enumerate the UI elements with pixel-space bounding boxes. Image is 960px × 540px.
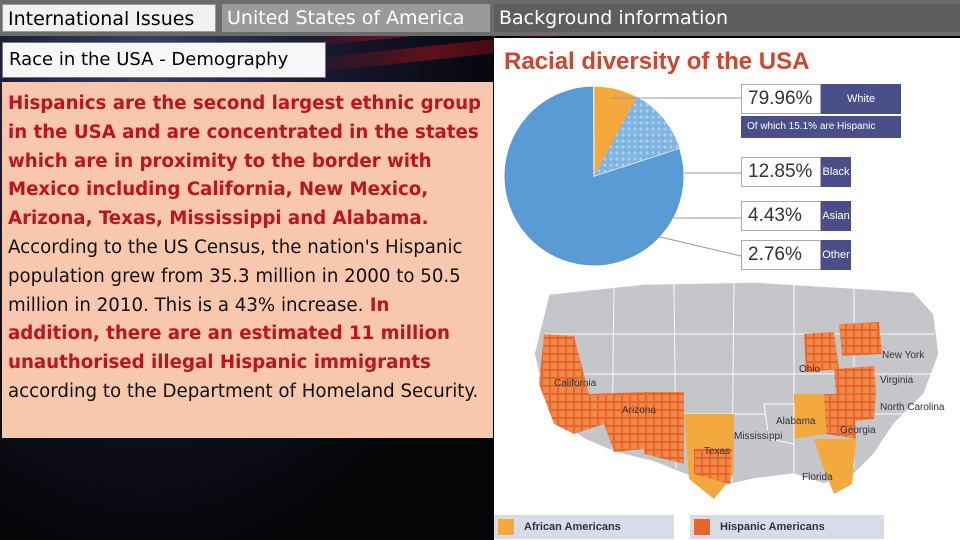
region-texas-south: [694, 449, 732, 484]
region-california: [539, 334, 604, 434]
label-alabama: Alabama: [776, 416, 816, 427]
hispanic-note: Of which 15.1% are Hispanic: [741, 116, 901, 138]
tab-international-issues[interactable]: International Issues: [2, 4, 216, 32]
infographic-title: Racial diversity of the USA: [504, 48, 810, 75]
label-georgia: Georgia: [840, 425, 876, 436]
legend-african-americans: African Americans: [494, 515, 674, 539]
pie-chart: [503, 85, 685, 267]
stat-black-label: Black: [821, 157, 851, 187]
stat-white-label: White: [821, 84, 901, 114]
us-map: [533, 281, 940, 499]
region-alabama: [794, 394, 826, 439]
stat-white-value: 79.96%: [741, 84, 821, 114]
tab-bar: International Issues United States of Am…: [0, 0, 960, 36]
legend-swatch: [498, 519, 514, 535]
tab-background-information[interactable]: Background information: [494, 4, 960, 32]
region-florida: [814, 439, 856, 494]
region-virginia: [834, 366, 876, 394]
region-ohio: [804, 332, 839, 372]
racial-diversity-infographic: Racial diversity of the USA 79.96% White…: [494, 38, 960, 540]
label-arizona: Arizona: [622, 405, 656, 416]
region-new-york: [839, 322, 882, 356]
region-new-mexico: [644, 392, 684, 464]
label-virginia: Virginia: [880, 375, 914, 386]
body-red-2: In addition, there are an estimated 11 m…: [8, 294, 450, 374]
label-mississippi: Mississippi: [734, 431, 783, 442]
label-north-carolina: North Carolina: [880, 402, 945, 413]
stat-black-value: 12.85%: [741, 157, 821, 187]
stat-asian-label: Asian: [821, 201, 851, 231]
label-florida: Florida: [802, 472, 833, 483]
body-text-box: Hispanics are the second largest ethnic …: [2, 82, 493, 438]
stat-asian-value: 4.43%: [741, 201, 821, 231]
leader-line: [655, 235, 742, 257]
legend-hispanic-americans: Hispanic Americans: [690, 515, 884, 539]
body-red-intro: Hispanics are the second largest ethnic …: [8, 93, 482, 230]
map-legend: African Americans Hispanic Americans: [494, 514, 960, 540]
label-new-york: New York: [882, 350, 925, 361]
legend-label: Hispanic Americans: [720, 521, 825, 533]
body-plain-1: According to the US Census, the nation's…: [8, 236, 463, 316]
label-texas: Texas: [704, 446, 731, 457]
stat-other-label: Other: [821, 240, 851, 270]
leader-lines: [612, 97, 742, 257]
stat-other-value: 2.76%: [741, 240, 821, 270]
legend-swatch: [694, 519, 710, 535]
label-ohio: Ohio: [799, 364, 821, 375]
label-california: California: [554, 378, 597, 389]
body-plain-2: according to the Department of Homeland …: [8, 380, 479, 402]
legend-label: African Americans: [524, 521, 621, 533]
slide-subtitle: Race in the USA - Demography: [2, 42, 326, 78]
pie-slice-hispanic-overlay: [594, 96, 680, 176]
region-north-carolina: [839, 392, 876, 422]
region-mississippi: [763, 403, 795, 445]
region-southwest: [589, 392, 644, 452]
tab-united-states[interactable]: United States of America: [222, 4, 490, 32]
